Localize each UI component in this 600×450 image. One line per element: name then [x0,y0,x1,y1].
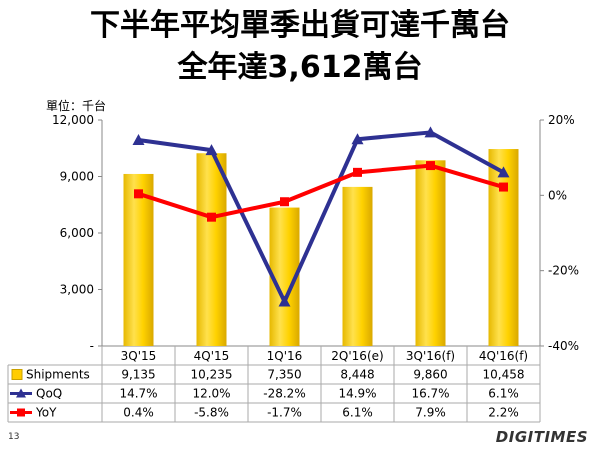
bar-shipments [123,173,154,346]
category-label: 2Q'16(e) [331,349,383,363]
legend-key-shipments [11,369,23,380]
point-yoy [207,212,216,222]
right-tick-label: 0% [548,188,567,202]
legend-label-qoq: QoQ [36,387,62,401]
point-qoq [132,133,145,145]
data-label-yoy: -5.8% [194,406,229,420]
line-yoy [137,163,505,220]
category-label: 3Q'16(f) [406,349,455,363]
line-qoq [138,130,505,304]
data-label-qoq: 12.0% [192,387,230,401]
bar-shipments [196,153,227,346]
data-label-shipments: 7,350 [267,368,301,382]
point-yoy [280,197,289,207]
data-label-shipments: 9,860 [413,368,447,382]
right-tick-label: -20% [548,264,579,278]
point-yoy [134,189,143,199]
data-label-yoy: 6.1% [342,406,373,420]
right-tick-label: 20% [548,113,575,127]
data-label-shipments: 10,235 [191,368,233,382]
left-tick-label: 6,000 [60,226,94,240]
bar-shipments [488,149,519,346]
data-label-shipments: 10,458 [483,368,525,382]
category-label: 4Q'15 [194,349,230,363]
legend-label-shipments: Shipments [26,368,90,382]
digitimes-logo: DIGITIMES [495,428,588,446]
data-label-yoy: 2.2% [488,406,519,420]
category-label: 1Q'16 [267,349,303,363]
data-label-yoy: 0.4% [123,406,154,420]
right-tick-label: -40% [548,339,579,353]
data-label-qoq: 6.1% [488,387,519,401]
point-yoy [426,161,435,171]
page-number: 13 [8,432,20,442]
bar-shipments [415,160,446,346]
data-label-qoq: 14.7% [119,387,157,401]
data-label-shipments: 8,448 [340,368,374,382]
legend-label-yoy: YoY [35,406,57,420]
data-label-qoq: 14.9% [338,387,376,401]
left-tick-label: 3,000 [60,283,94,297]
point-qoq [497,166,510,178]
legend-marker-yoy [17,408,25,417]
slide-title-line-1: 下半年平均單季出貨可達千萬台 [90,8,510,43]
point-qoq [351,133,364,145]
data-label-qoq: 16.7% [411,387,449,401]
point-qoq [205,144,218,156]
bar-shipments [342,186,373,346]
category-label: 3Q'15 [121,349,157,363]
left-tick-label: - [90,339,94,353]
left-tick-label: 12,000 [52,113,94,127]
category-label: 4Q'16(f) [479,349,528,363]
point-qoq [278,295,291,307]
slide-title-line-2: 全年達3,612萬台 [177,50,423,85]
legend-marker-qoq [16,388,26,398]
point-yoy [353,167,362,177]
data-label-yoy: 7.9% [415,406,446,420]
unit-label: 單位：千台 [46,99,107,113]
data-label-qoq: -28.2% [263,387,305,401]
data-label-yoy: -1.7% [267,406,302,420]
point-yoy [499,182,508,192]
point-qoq [424,126,437,138]
data-label-shipments: 9,135 [121,368,155,382]
left-tick-label: 9,000 [60,170,94,184]
